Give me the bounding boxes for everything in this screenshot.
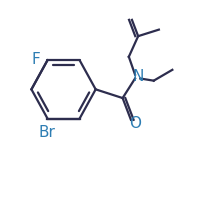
- Text: N: N: [133, 69, 144, 84]
- Text: F: F: [32, 52, 41, 67]
- Text: Br: Br: [38, 125, 55, 140]
- Text: O: O: [129, 116, 141, 131]
